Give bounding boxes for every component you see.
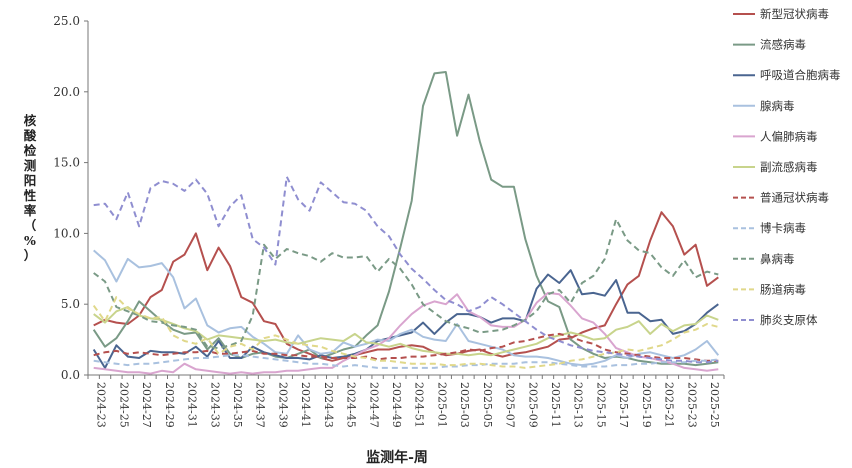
x-tick-label: 2024-41 [299, 382, 312, 428]
series-line-8 [93, 218, 719, 350]
legend-label: 新型冠状病毒 [760, 7, 829, 21]
legend: 新型冠状病毒流感病毒呼吸道合胞病毒腺病毒人偏肺病毒副流感病毒普通冠状病毒博卡病毒… [733, 7, 841, 327]
y-tick-label: 5.0 [61, 297, 80, 311]
x-tick-label: 2025-19 [640, 382, 653, 428]
legend-label: 鼻病毒 [760, 252, 795, 266]
x-tick-label: 2025-09 [526, 382, 539, 428]
x-tick-label: 2025-21 [663, 382, 676, 428]
x-tick-label: 2024-35 [231, 382, 244, 428]
x-tick-label: 2025-13 [572, 382, 585, 428]
x-tick-label: 2025-05 [481, 382, 494, 428]
x-tick-label: 2024-51 [413, 382, 426, 428]
y-axis: 0.0 5.0 10.0 15.0 20.0 25.0 [53, 14, 89, 382]
legend-label: 博卡病毒 [760, 221, 806, 235]
y-tick-label: 10.0 [53, 226, 80, 240]
series-line-2 [92, 269, 719, 369]
x-tick-label: 2025-17 [617, 382, 630, 428]
x-tick-label: 2024-23 [95, 382, 108, 428]
x-tick-label: 2024-29 [163, 382, 176, 428]
y-axis-title: 核酸检测阳性率（%） [23, 113, 37, 263]
x-tick-label: 2024-31 [186, 382, 199, 428]
series-line-4 [93, 291, 719, 375]
legend-label: 普通冠状病毒 [760, 191, 829, 205]
x-tick-label: 2025-23 [685, 382, 698, 428]
x-axis: 2024-23 2024-25 2024-27 2024-29 2024-31 2024-… [87, 374, 725, 428]
legend-label: 肺炎支原体 [760, 313, 818, 327]
legend-label: 呼吸道合胞病毒 [760, 68, 841, 82]
series-layer [92, 71, 720, 375]
x-tick-label: 2024-25 [117, 382, 130, 428]
series-line-3 [93, 249, 720, 367]
x-tick-label: 2024-47 [367, 382, 380, 428]
x-tick-label: 2025-07 [504, 382, 517, 428]
legend-label: 人偏肺病毒 [760, 129, 818, 143]
y-tick-label: 25.0 [53, 14, 80, 28]
x-axis-title: 监测年-周 [366, 449, 428, 466]
x-tick-label: 2025-15 [594, 382, 607, 428]
x-tick-label: 2025-11 [549, 382, 562, 428]
x-tick-label: 2024-33 [208, 382, 221, 428]
x-tick-label: 2024-45 [345, 382, 358, 428]
legend-label: 腺病毒 [760, 99, 795, 113]
series-line-10 [93, 175, 719, 364]
y-tick-label: 0.0 [61, 368, 80, 382]
x-tick-label: 2024-49 [390, 382, 403, 428]
x-tick-label: 2025-03 [458, 382, 471, 428]
series-line-6 [93, 332, 719, 362]
series-line-7 [93, 354, 719, 369]
x-tick-label: 2024-39 [276, 382, 289, 428]
y-tick-label: 15.0 [53, 156, 80, 170]
y-tick-label: 20.0 [53, 85, 80, 99]
series-line-5 [93, 306, 719, 357]
x-tick-label: 2024-43 [322, 382, 335, 428]
x-tick-label: 2025-01 [435, 382, 448, 428]
x-tick-label: 2024-27 [140, 382, 153, 428]
legend-label: 副流感病毒 [760, 160, 818, 174]
x-tick-label: 2025-25 [708, 382, 721, 428]
legend-label: 肠道病毒 [760, 282, 806, 296]
x-tick-label: 2024-37 [254, 382, 267, 428]
legend-label: 流感病毒 [760, 38, 806, 52]
